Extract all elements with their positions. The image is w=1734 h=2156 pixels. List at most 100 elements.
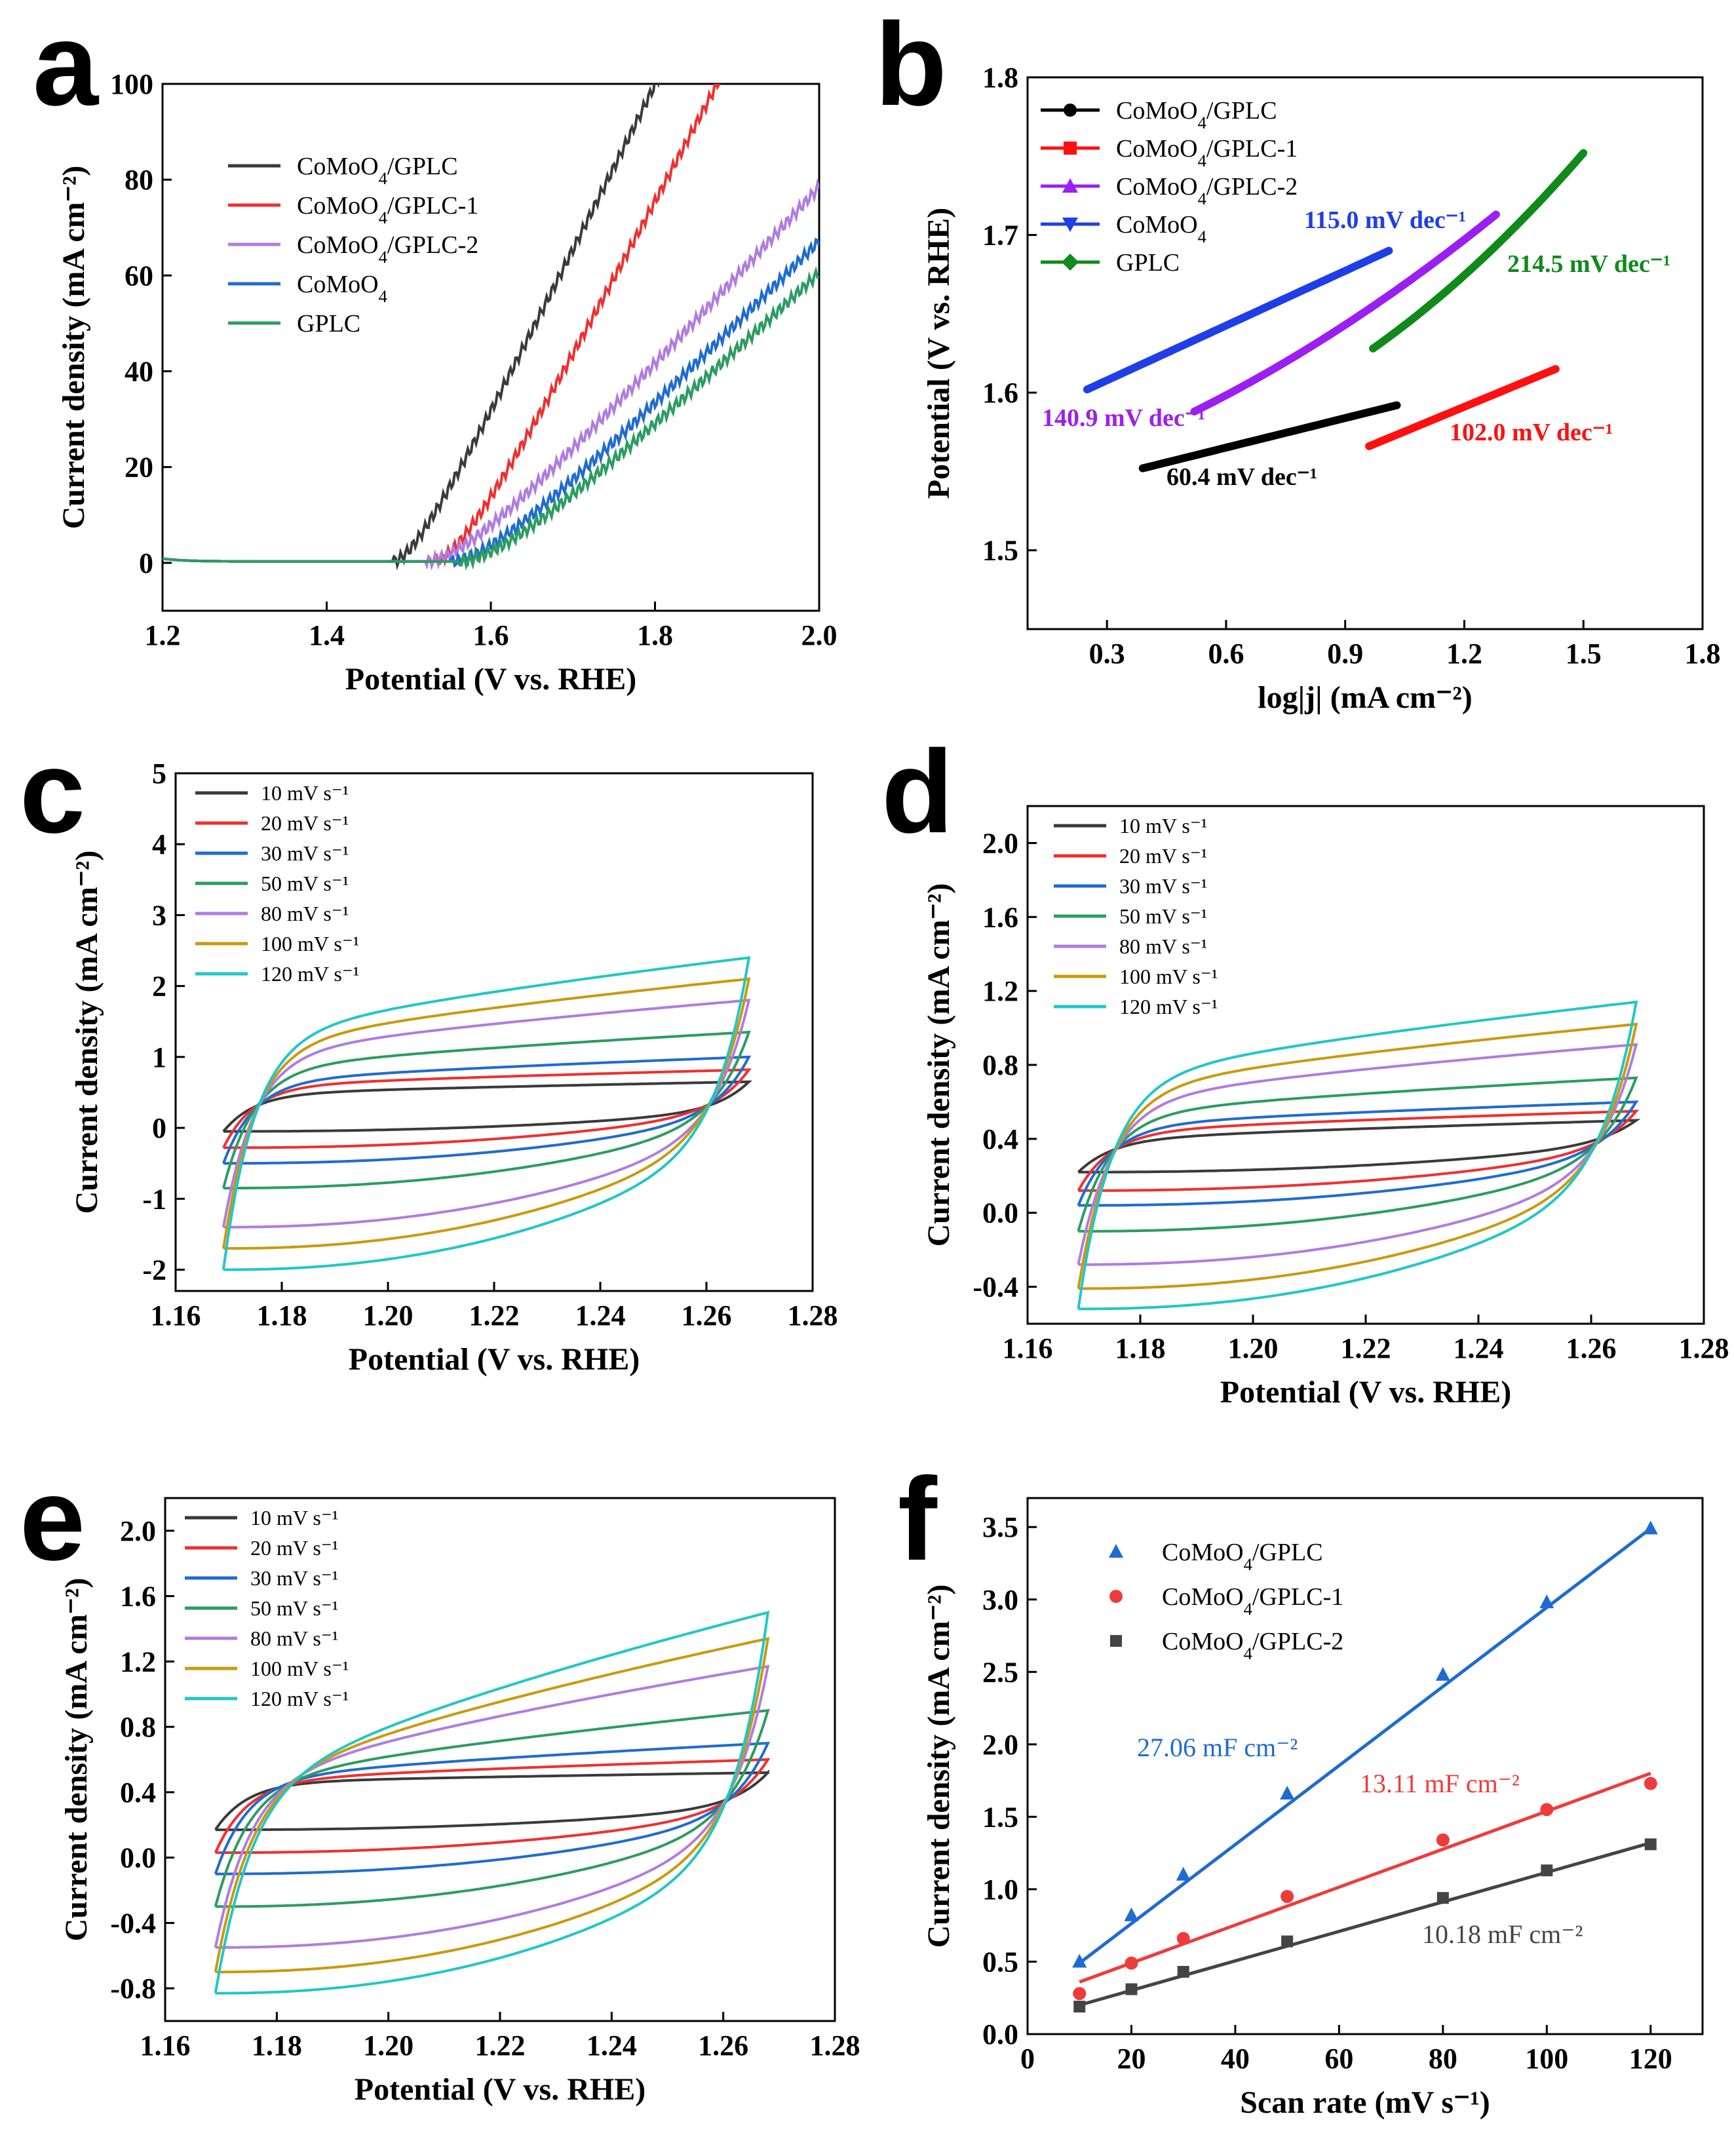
legend-label: CoMoO4: [297, 271, 387, 306]
plot-frame: [161, 83, 820, 612]
legend-marker: [1109, 1544, 1123, 1558]
y-tick-label: 0.8: [982, 1049, 1018, 1081]
data-point: [1644, 1838, 1657, 1851]
x-tick-label: 1.18: [257, 1299, 307, 1332]
x-tick-label: 1.20: [363, 2030, 414, 2062]
panel-d: d 1.16 1.18 1.20 1.22 1.24 1.26 1.28 -0.4 0.0 0.4 0…: [881, 726, 1729, 1410]
data-point: [1435, 1666, 1450, 1681]
x-tick-label: 1.26: [1566, 1332, 1617, 1364]
y-tick-label: 3: [152, 899, 166, 931]
legend-label: CoMoO4/GPLC-1: [297, 192, 478, 227]
cv-loop: [222, 956, 751, 1271]
legend-marker: [1064, 142, 1077, 155]
slope-label: 60.4 mV dec⁻¹: [1166, 463, 1317, 491]
x-tick-label: 0.3: [1089, 638, 1125, 670]
cv-loop: [1077, 1100, 1639, 1207]
data-point: [1281, 1889, 1294, 1903]
data-point: [1436, 1833, 1450, 1847]
series-line: [1369, 149, 1588, 353]
y-tick-label: -0.8: [110, 1973, 156, 2005]
y-tick-label: 2.0: [982, 827, 1018, 859]
x-tick-label: 1.20: [363, 1299, 414, 1332]
y-tick-label: 80: [125, 164, 153, 196]
x-tick-label: 0.9: [1327, 638, 1363, 670]
x-tick-label: 1.8: [1685, 638, 1721, 670]
legend-label: 20 mV s⁻¹: [261, 811, 349, 835]
legend-label: 100 mV s⁻¹: [1119, 965, 1218, 988]
x-tick-label: 1.16: [151, 1299, 201, 1332]
data-point: [1436, 1892, 1449, 1904]
y-tick-label: 2.0: [120, 1515, 156, 1547]
slope-label: 214.5 mV dec⁻¹: [1507, 250, 1670, 278]
x-tick-label: 0: [1020, 2043, 1035, 2075]
y-tick-label: 60: [125, 260, 153, 292]
x-axis-label: Potential (V vs. RHE): [349, 1342, 640, 1377]
x-tick-label: 1.2: [145, 619, 181, 651]
data-point: [1539, 1594, 1554, 1609]
panel-b: b 0.3 0.6 0.9 1.2 1.5 1.8 1.5 1.6 1.7 1.8 log|j| (m…: [875, 0, 1720, 715]
y-tick-label: 2.5: [982, 1656, 1018, 1688]
legend-label: CoMoO4: [1116, 211, 1206, 246]
cv-loop: [214, 1636, 770, 1974]
slope-label: 27.06 mF cm⁻²: [1137, 1733, 1298, 1762]
x-tick-label: 1.22: [1341, 1332, 1391, 1364]
y-axis-label: Current density (mA cm⁻²): [69, 851, 104, 1214]
x-tick-label: 1.4: [309, 619, 345, 651]
x-tick-label: 40: [1221, 2043, 1250, 2075]
legend-label: CoMoO4/GPLC-2: [1116, 173, 1298, 208]
legend-label: 30 mV s⁻¹: [250, 1566, 338, 1590]
fit-line: [1079, 1771, 1651, 1984]
y-tick-label: 1.7: [982, 220, 1018, 252]
legend-label: 120 mV s⁻¹: [261, 962, 359, 986]
plot-area: [214, 1610, 771, 1995]
cv-loop: [214, 1665, 770, 1949]
x-tick-label: 0.6: [1208, 638, 1244, 670]
cv-loop: [222, 1030, 751, 1190]
slope-label: 13.11 mF cm⁻²: [1360, 1769, 1520, 1798]
y-axis-label: Current density (mA cm⁻²): [59, 1578, 94, 1942]
x-axis-label: Scan rate (mV s⁻¹): [1240, 2085, 1490, 2120]
plot-area: [1077, 1000, 1641, 1311]
cv-loop: [222, 1055, 752, 1165]
y-tick-label: 1: [152, 1041, 166, 1073]
series-line: [1190, 210, 1500, 415]
legend-label: 100 mV s⁻¹: [250, 1657, 349, 1680]
slope-label: 140.9 mV dec⁻¹: [1042, 404, 1205, 432]
y-tick-label: -0.4: [973, 1271, 1018, 1303]
data-point: [1125, 1956, 1138, 1970]
y-tick-label: 0.0: [120, 1842, 156, 1874]
cv-loop: [222, 1080, 753, 1133]
y-tick-label: 0: [139, 547, 153, 579]
data-point: [1176, 1866, 1191, 1881]
cv-loop: [222, 1068, 752, 1149]
y-axis-label: Current density (mA cm⁻²): [56, 166, 91, 529]
panel-letter-d: d: [881, 726, 954, 858]
x-tick-label: 1.2: [1446, 638, 1482, 670]
x-axis-label: Potential (V vs. RHE): [1220, 1375, 1511, 1410]
legend-label: CoMoO4/GPLC: [1116, 97, 1277, 132]
legend-marker: [1062, 254, 1079, 271]
x-tick-label: 1.18: [1115, 1332, 1166, 1364]
y-tick-label: 1.8: [982, 62, 1018, 94]
x-tick-label: 1.6: [473, 619, 509, 651]
y-tick-label: 0.0: [982, 1197, 1018, 1229]
panel-letter-b: b: [875, 0, 947, 130]
legend-marker: [1110, 1635, 1122, 1647]
series-line: [163, 84, 660, 571]
series-line: [163, 84, 721, 568]
x-tick-label: 1.28: [810, 2030, 860, 2062]
x-axis-label: log|j| (mA cm⁻²): [1258, 680, 1472, 715]
cv-loop: [1077, 1076, 1638, 1233]
x-tick-label: 1.28: [788, 1299, 838, 1332]
x-tick-label: 1.28: [1679, 1332, 1729, 1364]
cv-loop: [1077, 1109, 1640, 1192]
legend-label: 80 mV s⁻¹: [250, 1627, 338, 1650]
data-point: [1281, 1935, 1294, 1948]
y-tick-label: 4: [152, 828, 166, 860]
y-tick-label: 1.6: [982, 377, 1018, 409]
series-line: [163, 178, 819, 571]
fit-line: [1079, 1841, 1651, 2007]
x-tick-label: 1.22: [475, 2030, 526, 2062]
y-tick-label: 40: [125, 356, 153, 388]
